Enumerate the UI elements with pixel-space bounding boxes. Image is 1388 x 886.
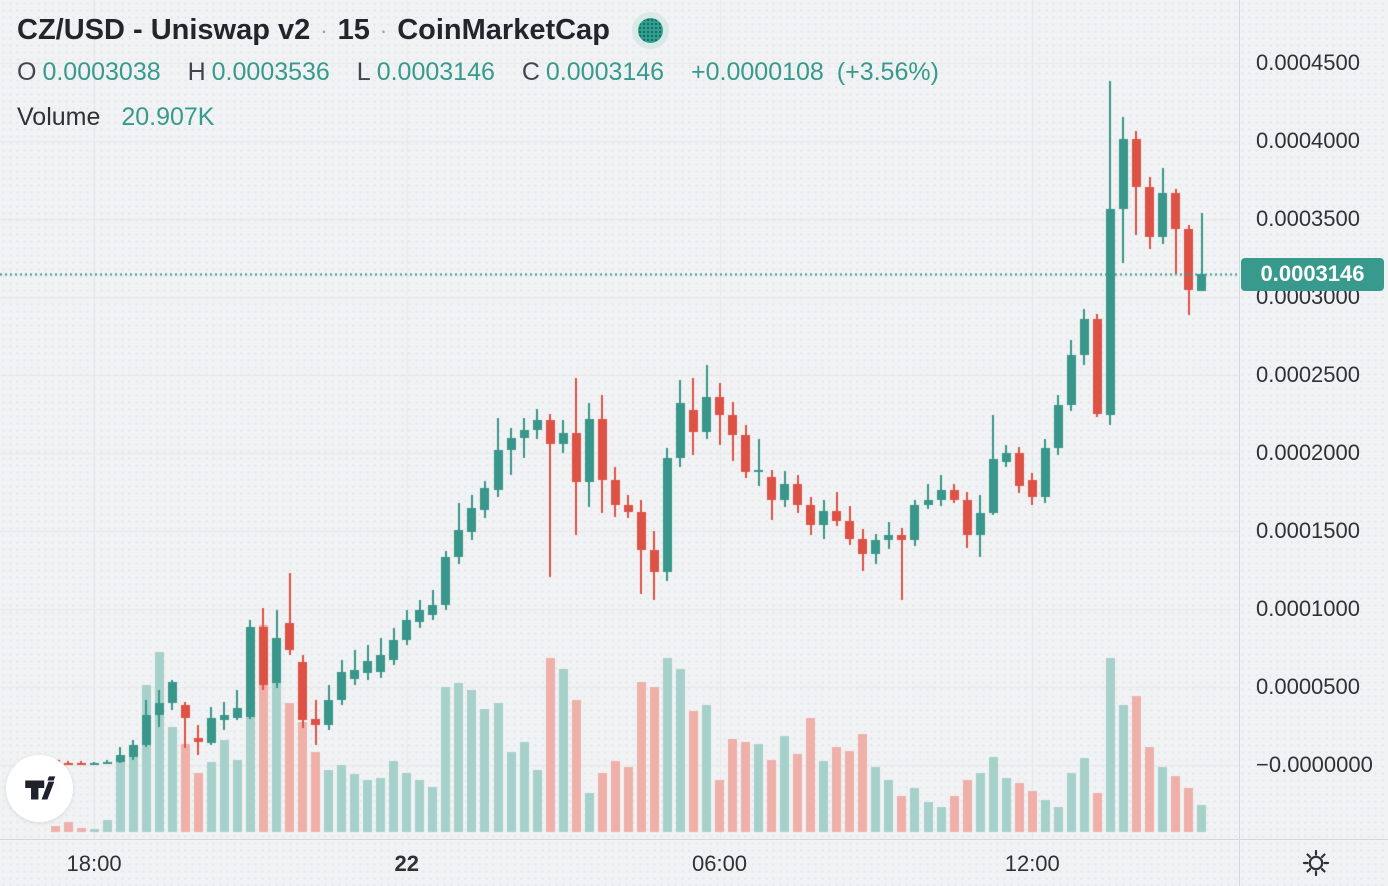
price-axis-label: 0.0002000 — [1256, 440, 1360, 465]
high-label: H — [187, 58, 206, 86]
price-axis[interactable]: 0.0003146 0.0004500 0.0004000 0.0003500 0.0… — [1239, 0, 1388, 839]
price-chart-canvas[interactable] — [0, 0, 1239, 839]
title-separator: · — [379, 17, 388, 43]
volume-label: Volume — [17, 103, 101, 131]
time-axis-label: 22 — [394, 850, 420, 876]
low-value: 0.0003146 — [376, 58, 495, 86]
price-axis-label: 0.0003500 — [1256, 206, 1360, 231]
change-value: +0.0000108 — [691, 58, 824, 86]
open-value: 0.0003038 — [42, 58, 161, 86]
data-source-label: CoinMarketCap — [397, 14, 610, 46]
sun-icon — [1302, 849, 1330, 877]
current-price-chip: 0.0003146 — [1241, 257, 1384, 291]
time-axis-label: 12:00 — [1004, 850, 1060, 876]
price-axis-label: 0.0004500 — [1256, 50, 1360, 75]
symbol-name: CZ/USD - Uniswap v2 — [17, 14, 311, 46]
price-axis-label: 0.0002500 — [1256, 362, 1360, 387]
price-axis-label: 0.0001500 — [1256, 518, 1360, 543]
ohlc-values-row: O 0.0003038 H 0.0003536 L 0.0003146 C 0.0003… — [17, 58, 945, 87]
open-label: O — [17, 58, 37, 86]
current-price-value: 0.0003146 — [1260, 261, 1365, 287]
volume-row: Volume 20.907K — [17, 103, 945, 132]
time-axis-label: 06:00 — [691, 850, 748, 876]
axis-corner-divider — [1239, 839, 1240, 886]
title-separator: · — [320, 17, 328, 43]
tradingview-logo-glyph — [24, 775, 55, 800]
chart-legend: CZ/USD - Uniswap v2 · 15 · CoinMarketCap… — [17, 12, 945, 132]
change-percent: (+3.56%) — [836, 58, 939, 86]
interval-label: 15 — [337, 14, 370, 46]
time-axis[interactable]: 18:00 22 06:00 12:00 — [0, 839, 1388, 886]
tradingview-logo[interactable] — [6, 755, 73, 822]
close-label: C — [521, 58, 540, 86]
price-axis-label: −0.0000000 — [1256, 752, 1373, 777]
high-value: 0.0003536 — [211, 58, 330, 86]
low-label: L — [356, 58, 371, 86]
dotted-circle-icon — [631, 12, 669, 49]
price-axis-label: 0.0004000 — [1256, 128, 1360, 153]
theme-toggle-button[interactable] — [1298, 845, 1334, 881]
close-value: 0.0003146 — [545, 58, 665, 86]
time-axis-label: 18:00 — [66, 850, 122, 876]
symbol-title-row[interactable]: CZ/USD - Uniswap v2 · 15 · CoinMarketCap — [17, 12, 945, 49]
price-axis-label: 0.0001000 — [1256, 596, 1360, 621]
volume-value: 20.907K — [121, 103, 215, 131]
price-axis-label: 0.0000500 — [1256, 674, 1360, 699]
